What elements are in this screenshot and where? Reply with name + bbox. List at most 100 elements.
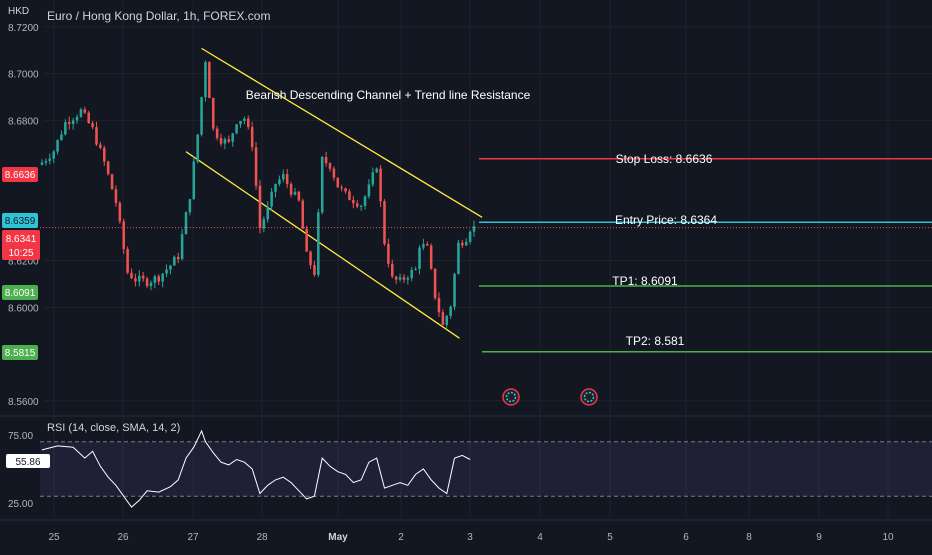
candle-body bbox=[441, 312, 445, 325]
candle-body bbox=[188, 199, 192, 213]
descending-channel[interactable] bbox=[185, 47, 483, 339]
candle-body bbox=[418, 247, 421, 269]
candle-body bbox=[406, 278, 410, 280]
candle-body bbox=[247, 118, 250, 128]
candle-body bbox=[324, 157, 328, 164]
trade-levels[interactable] bbox=[479, 157, 932, 353]
candle-body bbox=[110, 174, 114, 190]
candle-body bbox=[313, 265, 316, 275]
rsi-value-badge bbox=[6, 454, 50, 469]
candle-body bbox=[379, 168, 382, 202]
candle-body bbox=[79, 109, 83, 117]
channel-annotation[interactable]: Bearish Descending Channel + Trend line … bbox=[246, 88, 531, 102]
candle-body bbox=[278, 179, 281, 185]
price-axis[interactable]: 8.7200 8.7000 8.6800 8.6200 8.6000 8.560… bbox=[8, 23, 39, 408]
candle-body bbox=[48, 158, 52, 161]
rsi-tick: 25.00 bbox=[8, 499, 33, 510]
candle-body bbox=[305, 228, 308, 252]
channel-lower-line bbox=[185, 151, 460, 339]
rsi-pane[interactable]: RSI (14, close, SMA, 14, 2) 75.00 25.00 … bbox=[6, 422, 932, 510]
candle-body bbox=[254, 147, 258, 186]
economic-event-icon[interactable] bbox=[580, 388, 598, 406]
grid bbox=[44, 0, 932, 518]
candle-body bbox=[67, 122, 71, 124]
candle-body bbox=[52, 151, 55, 159]
candle-body bbox=[317, 212, 320, 275]
candle-body bbox=[231, 133, 234, 142]
candle-body bbox=[138, 275, 141, 282]
candle-body bbox=[282, 174, 285, 180]
candle-body bbox=[227, 139, 231, 142]
price-tick: 8.7000 bbox=[8, 70, 39, 81]
price-tick: 8.6000 bbox=[8, 303, 39, 314]
stop-loss-label[interactable]: Stop Loss: 8.6636 bbox=[616, 152, 713, 166]
candle-body bbox=[437, 298, 441, 313]
candle-body bbox=[169, 265, 172, 270]
candle-body bbox=[464, 241, 468, 246]
candle-body bbox=[301, 200, 305, 229]
tp2-label[interactable]: TP2: 8.581 bbox=[626, 334, 685, 348]
time-tick: 3 bbox=[467, 532, 473, 543]
candle-body bbox=[75, 116, 79, 121]
candle-body bbox=[40, 162, 44, 165]
candle-body bbox=[402, 277, 406, 280]
tp1-label[interactable]: TP1: 8.6091 bbox=[612, 274, 678, 288]
currency-label: HKD bbox=[8, 6, 29, 17]
current-price-badge bbox=[2, 230, 40, 260]
channel-upper-line bbox=[201, 47, 483, 218]
candle-body bbox=[145, 278, 149, 287]
candle-body bbox=[262, 219, 266, 229]
symbol-title[interactable]: Euro / Hong Kong Dollar, 1h, FOREX.com bbox=[47, 9, 270, 23]
candle-body bbox=[453, 273, 456, 307]
economic-event-icon[interactable] bbox=[502, 388, 520, 406]
candle-body bbox=[161, 273, 164, 282]
price-badges: 8.6636 8.6359 8.6341 10:25 8.6091 8.5815 bbox=[2, 167, 40, 360]
candle-body bbox=[274, 184, 277, 192]
candle-body bbox=[285, 174, 289, 184]
rsi-title[interactable]: RSI (14, close, SMA, 14, 2) bbox=[47, 422, 180, 434]
candle-body bbox=[153, 276, 157, 283]
tp1-badge-text: 8.6091 bbox=[5, 288, 36, 299]
candle-body bbox=[239, 121, 242, 125]
candle-body bbox=[352, 200, 355, 204]
candle-body bbox=[176, 256, 180, 260]
entry-price-label[interactable]: Entry Price: 8.6364 bbox=[615, 213, 717, 227]
candle-body bbox=[387, 243, 390, 264]
candle-body bbox=[165, 269, 168, 274]
candle-body bbox=[103, 147, 106, 162]
candle-body bbox=[367, 184, 371, 197]
rsi-tick: 75.00 bbox=[8, 431, 33, 442]
candle-body bbox=[250, 127, 254, 148]
candle-body bbox=[173, 256, 176, 266]
candle-body bbox=[457, 242, 460, 274]
candle-body bbox=[118, 202, 122, 222]
candle-body bbox=[472, 226, 476, 232]
candle-body bbox=[426, 244, 429, 246]
candle-body bbox=[235, 124, 238, 134]
bar-countdown-text: 10:25 bbox=[8, 248, 33, 259]
candle-body bbox=[445, 315, 449, 325]
candle-body bbox=[336, 177, 340, 188]
time-axis[interactable]: 25 26 27 28 May 2 3 4 5 6 8 9 10 bbox=[48, 532, 894, 543]
current-price-text: 8.6341 bbox=[6, 234, 37, 245]
time-tick: 26 bbox=[117, 532, 129, 543]
candle-body bbox=[289, 183, 293, 195]
candle-body bbox=[196, 134, 199, 162]
candle-body bbox=[258, 185, 262, 229]
candle-body bbox=[106, 161, 110, 175]
candle-body bbox=[91, 123, 94, 128]
candle-body bbox=[219, 138, 223, 144]
candle-body bbox=[398, 277, 402, 280]
entry-badge bbox=[2, 213, 38, 228]
candle-body bbox=[208, 62, 211, 99]
rsi-value: 55.86 bbox=[15, 457, 40, 468]
event-markers[interactable] bbox=[502, 388, 598, 406]
candle-body bbox=[468, 231, 472, 242]
time-tick: 9 bbox=[816, 532, 822, 543]
candle-body bbox=[332, 168, 336, 178]
time-tick: 8 bbox=[746, 532, 752, 543]
candle-body bbox=[320, 157, 324, 213]
rsi-band bbox=[40, 441, 932, 497]
